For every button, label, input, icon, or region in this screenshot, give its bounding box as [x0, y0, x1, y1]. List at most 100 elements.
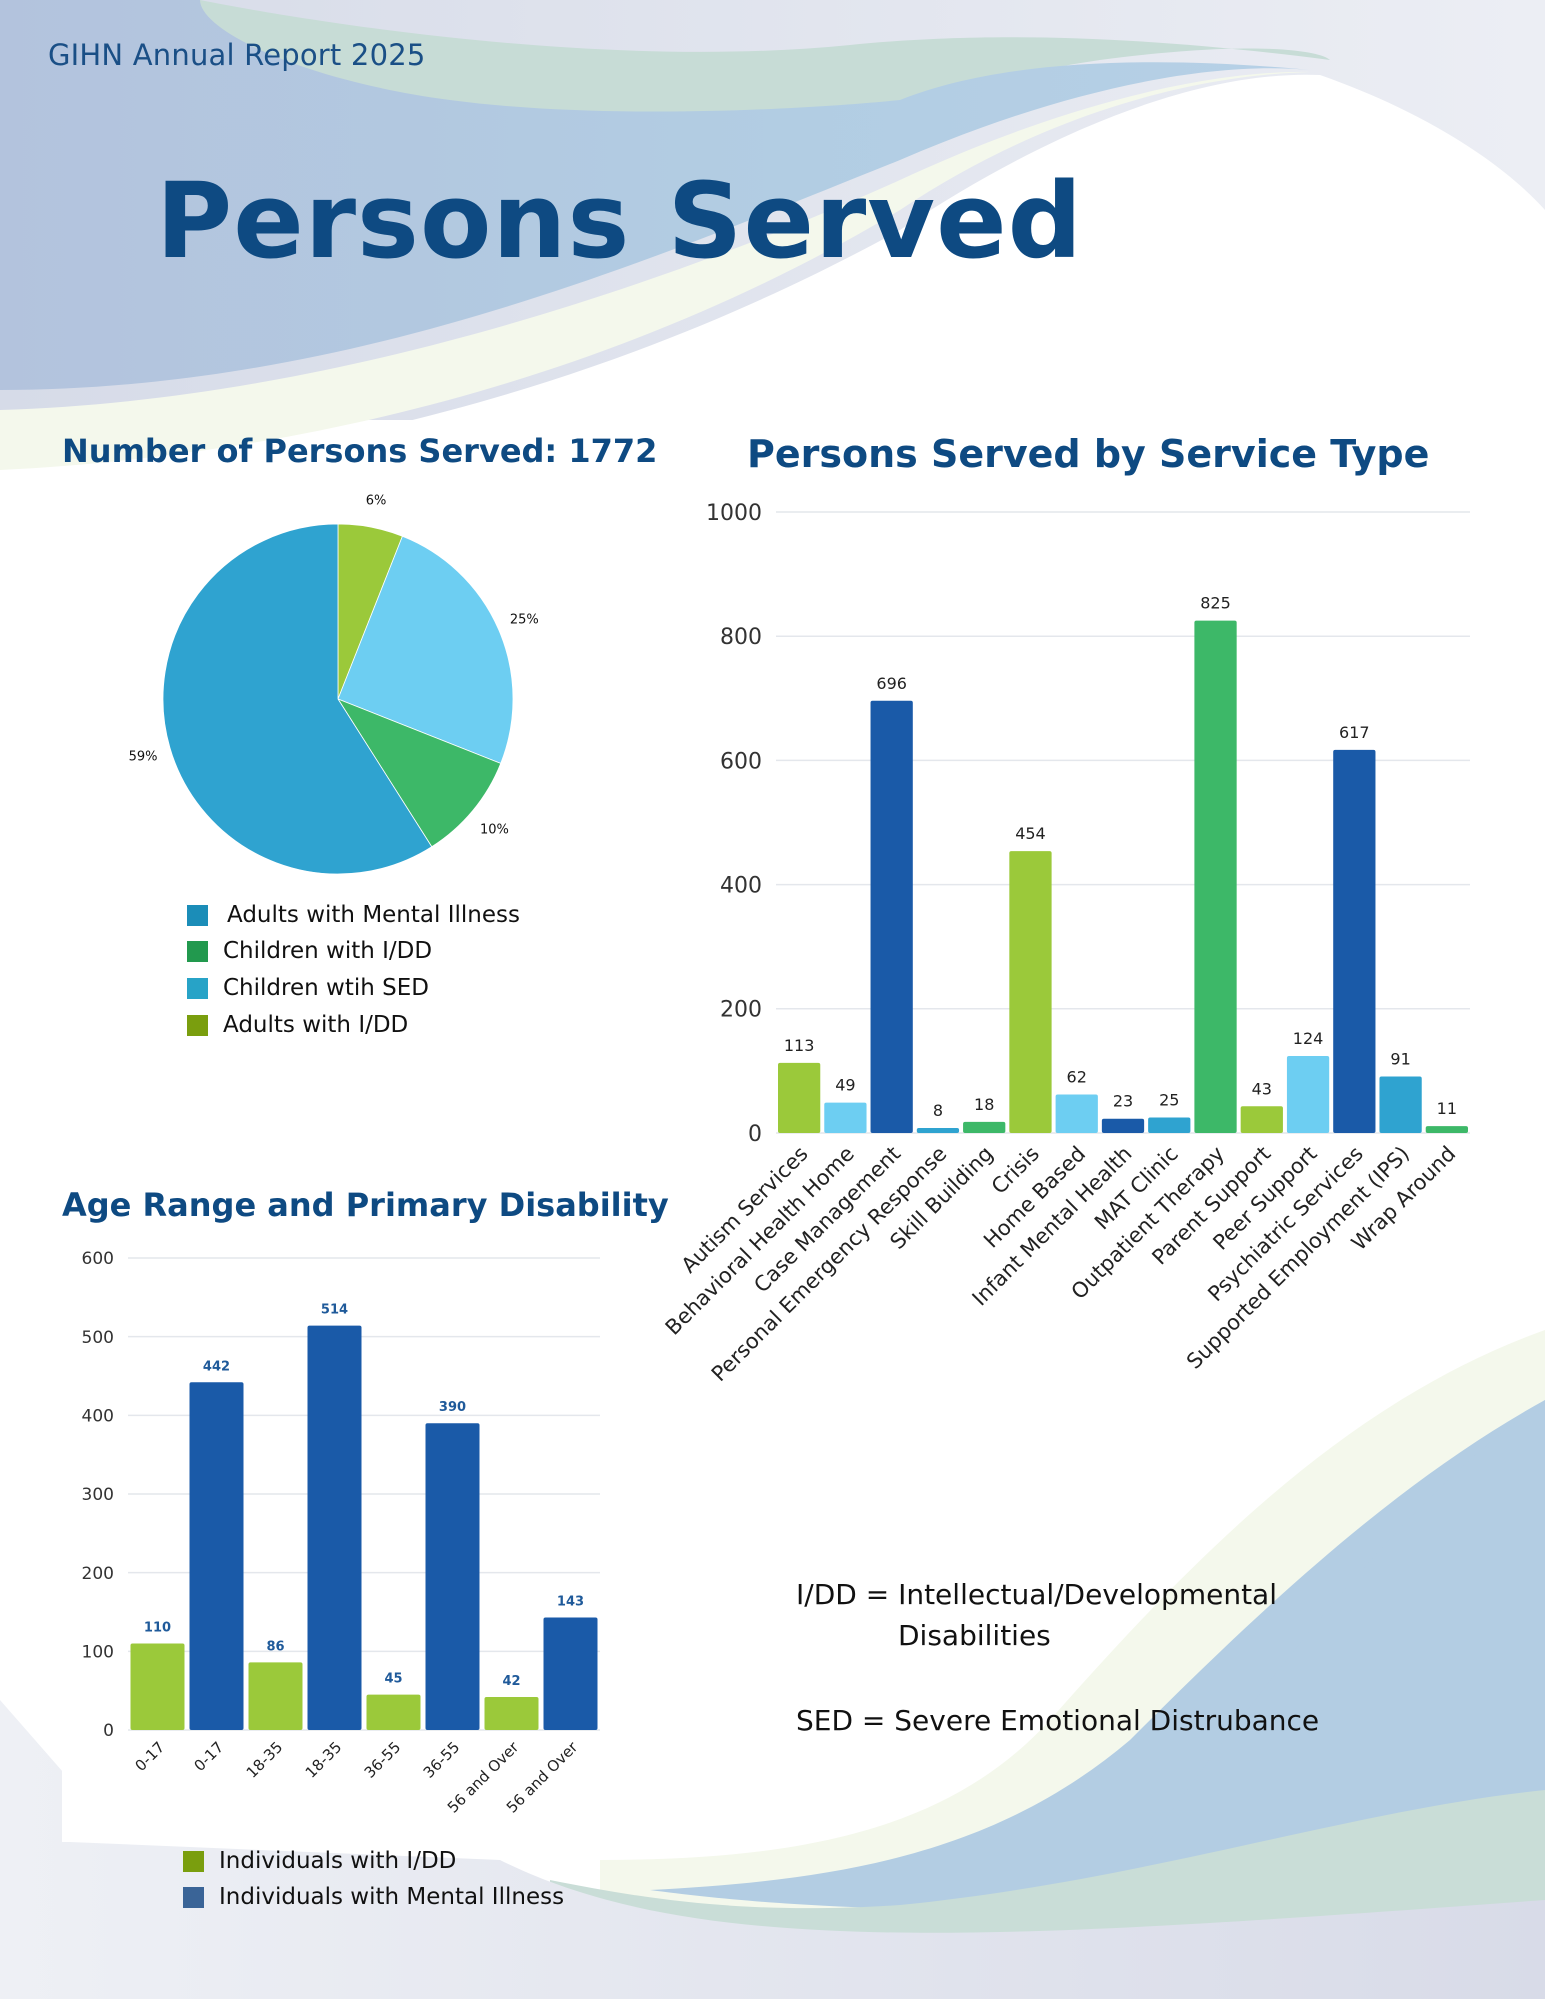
legend-item-children-sed: Children wtih SED — [187, 975, 429, 1001]
y-tick-label: 600 — [82, 1249, 114, 1269]
pie-slice-label: 25% — [510, 612, 539, 627]
bar-value-label: 825 — [1200, 594, 1231, 613]
bg-bottom-grey — [0, 1700, 1545, 1999]
bar-value-label: 696 — [876, 674, 907, 693]
bar-autism-services — [778, 1062, 821, 1133]
y-tick-label: 100 — [82, 1642, 114, 1662]
bar-18-35 — [248, 1662, 303, 1730]
legend-item-adults-mental-illness: Adults with Mental Illness — [187, 902, 520, 928]
bar-case-management — [870, 700, 913, 1133]
x-tick-label: 36-55 — [361, 1738, 405, 1782]
bar-outpatient-therapy — [1194, 620, 1237, 1133]
legend-item-individuals-idd: Individuals with I/DD — [183, 1848, 456, 1874]
bar-skill-building — [963, 1121, 1006, 1133]
bar-value-label: 42 — [502, 1674, 520, 1689]
legend-label: Adults with I/DD — [223, 1012, 409, 1038]
bar-supported-employment-ips- — [1379, 1076, 1422, 1133]
y-tick-label: 200 — [82, 1564, 114, 1584]
x-tick-label: 0-17 — [132, 1738, 169, 1775]
bar-18-35 — [307, 1325, 362, 1730]
bar-infant-mental-health — [1101, 1118, 1145, 1133]
y-tick-label: 200 — [720, 998, 762, 1023]
y-tick-label: 300 — [82, 1485, 114, 1505]
legend-item-adults-idd: Adults with I/DD — [187, 1012, 408, 1038]
pie-slice-label: 59% — [129, 750, 158, 765]
pie-chart: 6% 25% 10% 59% — [129, 494, 539, 875]
x-tick-label: 18-35 — [243, 1738, 287, 1782]
x-tick-label: 18-35 — [302, 1738, 346, 1782]
bar-value-label: 91 — [1390, 1049, 1410, 1068]
bar-peer-support — [1286, 1055, 1330, 1133]
bar-personal-emergency-response — [916, 1128, 960, 1133]
bar-0-17 — [130, 1643, 185, 1730]
bg-top-lightgreen-band — [0, 71, 1310, 470]
pie-slice-children-wtih-sed — [337, 535, 514, 764]
age-range-bar-chart: 0 100 200 300 400 500 600 110 0-17 442 0-17 86 18-35… — [82, 1249, 600, 1817]
legend-swatch — [187, 904, 208, 926]
bar-value-label: 86 — [266, 1639, 284, 1654]
bar-value-label: 110 — [144, 1620, 171, 1635]
y-tick-label: 500 — [82, 1328, 114, 1348]
legend-label: Adults with Mental Illness — [227, 902, 520, 928]
x-tick-label: 0-17 — [191, 1738, 228, 1775]
bar-mat-clinic — [1148, 1117, 1191, 1133]
legend-item-individuals-mental-illness: Individuals with Mental Illness — [183, 1884, 564, 1910]
legend-swatch — [187, 977, 208, 999]
bar-56-and-over — [484, 1696, 539, 1730]
legend-swatch — [187, 940, 208, 962]
bar-wrap-around — [1425, 1126, 1468, 1133]
y-tick-label: 0 — [103, 1721, 114, 1741]
bar-value-label: 11 — [1437, 1099, 1457, 1118]
bar-value-label: 390 — [439, 1400, 466, 1415]
legend-swatch — [183, 1886, 204, 1908]
bar-value-label: 49 — [835, 1076, 855, 1095]
legend-swatch — [187, 1014, 208, 1036]
pie-slice-label: 10% — [480, 822, 509, 837]
bar-value-label: 18 — [974, 1095, 994, 1114]
bar-36-55 — [425, 1423, 480, 1730]
y-tick-label: 600 — [720, 749, 762, 774]
bg-top-blue-shape — [0, 0, 1310, 390]
bar-0-17 — [189, 1382, 244, 1730]
bar-behavioral-health-home — [824, 1102, 867, 1133]
bar-value-label: 8 — [933, 1101, 943, 1120]
bar-value-label: 113 — [784, 1036, 815, 1055]
legend-label: Children with I/DD — [223, 938, 433, 964]
x-tick-label: 36-55 — [420, 1738, 464, 1782]
y-tick-label: 1000 — [706, 501, 762, 526]
y-tick-label: 800 — [720, 625, 762, 650]
footnote-idd-definition: I/DD = Intellectual/Developmental — [796, 1578, 1277, 1611]
bar-value-label: 45 — [384, 1672, 402, 1687]
bar-parent-support — [1240, 1106, 1283, 1133]
bar-value-label: 143 — [557, 1595, 584, 1610]
bar-value-label: 25 — [1159, 1090, 1179, 1109]
pie-slice-adults-with-mental-illness — [162, 523, 433, 875]
x-tick-label: Behavioral Health Home — [661, 1142, 859, 1340]
bg-bottom-blue-fill — [1100, 1400, 1545, 1910]
bar-36-55 — [366, 1694, 421, 1730]
persons-served-total-title: Number of Persons Served: 1772 — [62, 432, 658, 470]
bar-value-label: 23 — [1113, 1092, 1133, 1111]
bar-crisis — [1009, 851, 1052, 1133]
bar-value-label: 62 — [1067, 1067, 1087, 1086]
footnote-sed-definition: SED = Severe Emotional Distrubance — [796, 1704, 1320, 1737]
pie-slice-label: 6% — [366, 494, 387, 509]
bar-value-label: 617 — [1339, 723, 1370, 742]
page-title: Persons Served — [156, 160, 1084, 282]
legend-label: Individuals with Mental Illness — [219, 1884, 565, 1910]
pie-slice-children-with-i-dd — [337, 698, 502, 848]
bar-psychiatric-services — [1333, 749, 1376, 1133]
footnote-idd-definition-continued: Disabilities — [898, 1619, 1051, 1652]
bar-value-label: 124 — [1293, 1029, 1324, 1048]
legend-label: Individuals with I/DD — [219, 1848, 457, 1874]
legend-swatch — [183, 1850, 204, 1872]
bar-value-label: 442 — [203, 1359, 230, 1374]
bar-value-label: 514 — [321, 1303, 348, 1318]
y-tick-label: 0 — [748, 1122, 762, 1147]
legend-label: Children wtih SED — [223, 975, 429, 1001]
y-tick-label: 400 — [82, 1406, 114, 1426]
bar-value-label: 43 — [1252, 1079, 1272, 1098]
service-type-chart-title: Persons Served by Service Type — [747, 432, 1430, 476]
report-label: GIHN Annual Report 2025 — [48, 38, 426, 72]
